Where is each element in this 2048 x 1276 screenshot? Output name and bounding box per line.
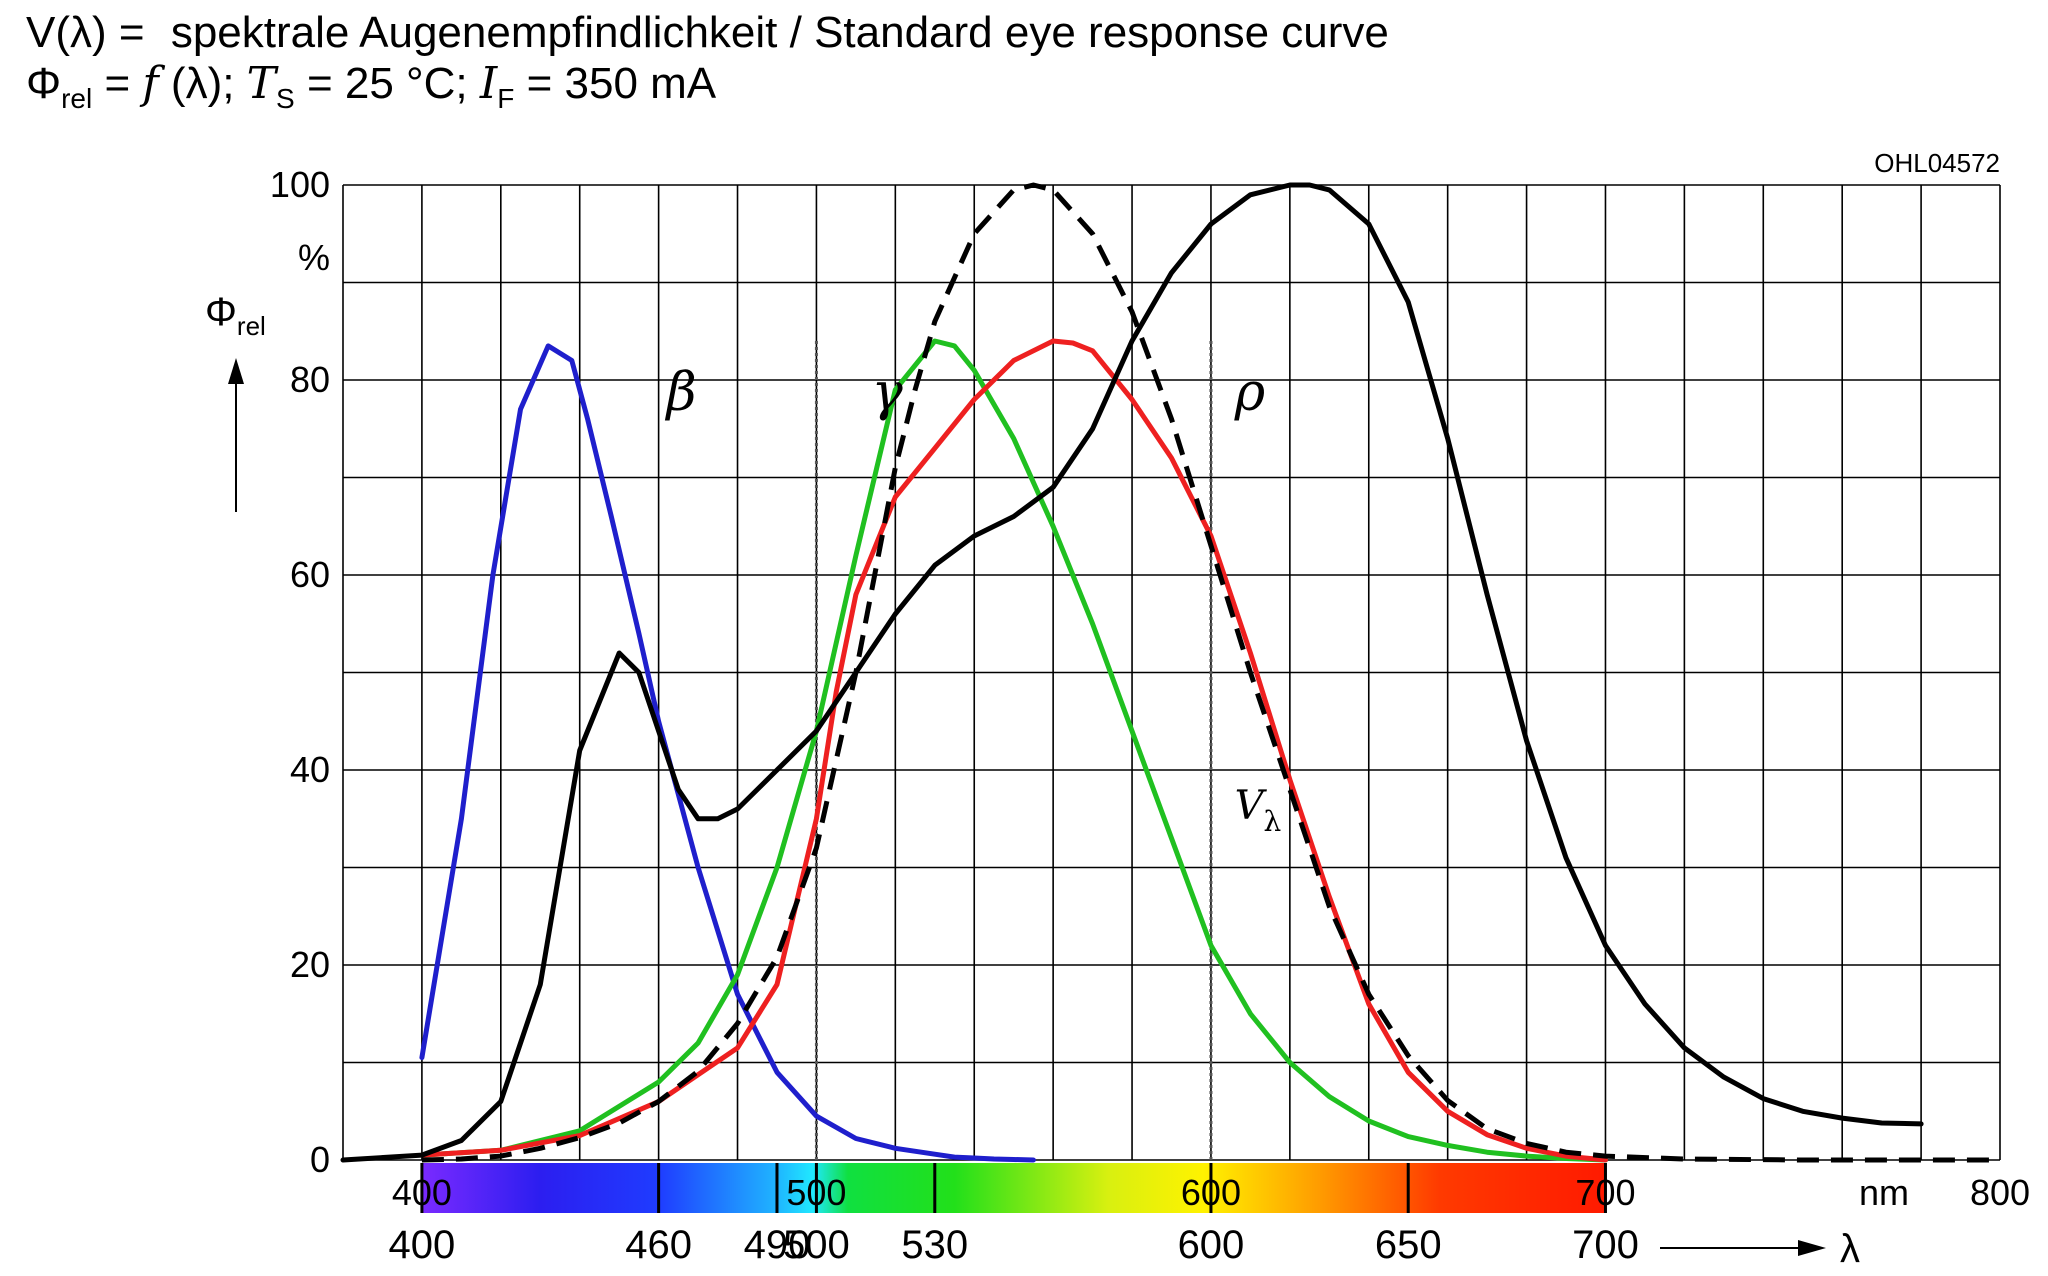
spectrum-tick-label: 650 — [1375, 1223, 1442, 1267]
title-description: spektrale Augenempfindlichkeit / Standar… — [170, 8, 1389, 57]
series-layer — [340, 182, 2000, 1163]
x-unit-label: nm — [1859, 1172, 1909, 1213]
spectrum-bar — [421, 1163, 1606, 1213]
x-tick-label: 800 — [1970, 1172, 2030, 1213]
title-eq: = — [92, 59, 143, 108]
title-i-val: = 350 mA — [514, 59, 717, 108]
series-line-2 — [419, 338, 1608, 1163]
x-axis-label: λ — [1840, 1227, 1860, 1271]
grid — [342, 184, 2001, 1213]
spectrum-tick-label: 460 — [625, 1223, 692, 1267]
spectrum-tick-label: 490 — [744, 1223, 811, 1267]
title-t-sub: S — [276, 82, 295, 114]
spectrum-tick-label: 700 — [1572, 1223, 1639, 1267]
y-tick-label: 20 — [290, 944, 330, 985]
x-axis-arrow-head — [1798, 1240, 1826, 1256]
y-axis-arrow-head — [228, 358, 244, 384]
x-tick-label: 400 — [392, 1172, 452, 1213]
series-line-5 — [421, 182, 2000, 1163]
title-t: T — [246, 58, 277, 109]
spectrum-tick-label: 500 — [783, 1223, 850, 1267]
curve-label: β — [665, 362, 697, 422]
title-i-sub: F — [497, 82, 515, 114]
y-tick-label: 40 — [290, 749, 330, 790]
y-tick-label: 60 — [290, 554, 330, 595]
title-line-1: V(λ) = spektrale Augenempfindlichkeit / … — [26, 8, 1389, 58]
y-unit-label: % — [298, 237, 330, 278]
series-line-3 — [419, 338, 1608, 1163]
curve-label: ρ — [1234, 362, 1266, 422]
y-axis-label: Φrel — [205, 290, 266, 341]
spectrum-tick-label: 600 — [1178, 1223, 1245, 1267]
curve-label: Vλ — [1235, 783, 1282, 838]
series-line-1 — [419, 343, 1036, 1163]
title-phi: Φ — [26, 59, 62, 108]
title-args: (λ); — [158, 59, 247, 108]
title-phi-sub: rel — [61, 82, 93, 114]
doc-code: OHL04572 — [1874, 148, 2000, 178]
y-tick-label: 100 — [270, 164, 330, 205]
spectrum-tick-label: 530 — [901, 1223, 968, 1267]
title-t-val: = 25 °C; — [294, 59, 480, 108]
x-tick-label: 600 — [1181, 1172, 1241, 1213]
series-line-4 — [340, 182, 1924, 1163]
title-i: I — [479, 58, 498, 109]
curve-label: γ — [872, 362, 904, 422]
spectrum-tick-label: 400 — [389, 1223, 456, 1267]
title-line-2: Φrel = f (λ); TS = 25 °C; IF = 350 mA — [26, 58, 716, 115]
x-tick-label: 700 — [1575, 1172, 1635, 1213]
y-tick-label: 80 — [290, 359, 330, 400]
title-f: f — [142, 58, 159, 109]
y-tick-label: 0 — [310, 1139, 330, 1180]
title-v-lambda: V(λ) = — [26, 8, 145, 57]
x-tick-label: 500 — [786, 1172, 846, 1213]
